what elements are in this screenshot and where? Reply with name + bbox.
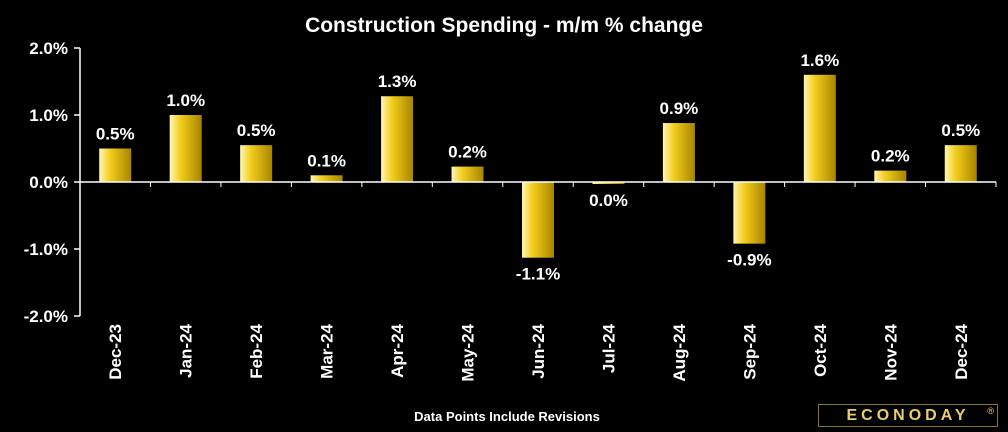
y-tick-label: -1.0% <box>24 240 68 259</box>
bar-may-24 <box>451 166 484 182</box>
data-labels: 0.5% 1.0% 0.5% 0.1% 1.3% 0.2% -1.1% 0.0% 0.9% -0.… <box>96 51 980 284</box>
y-tick-label: 2.0% <box>29 39 68 58</box>
bar-dec-24 <box>944 145 977 182</box>
bar-sep-24 <box>733 182 766 244</box>
x-tick-label: Apr-24 <box>388 323 407 377</box>
x-tick-label: Feb-24 <box>247 323 266 378</box>
data-label: 0.0% <box>589 191 628 210</box>
data-label: 0.5% <box>96 125 135 144</box>
data-label: 0.1% <box>307 151 346 170</box>
logo-text: ECONODAY <box>846 407 970 424</box>
x-tick-label: Jun-24 <box>529 323 548 378</box>
data-label: -1.1% <box>516 265 560 284</box>
x-tick-label: Aug-24 <box>670 323 689 381</box>
x-tick-label: Jan-24 <box>177 323 196 377</box>
data-label: 1.0% <box>166 91 205 110</box>
data-label: 1.3% <box>378 72 417 91</box>
data-label: 0.2% <box>871 147 910 166</box>
x-tick-label: Mar-24 <box>318 323 337 378</box>
chart-footnote: Data Points Include Revisions <box>414 409 600 424</box>
x-tick-label: Dec-23 <box>106 324 125 380</box>
bar-oct-24 <box>803 74 836 182</box>
data-label: -0.9% <box>727 251 771 270</box>
data-label: 0.5% <box>941 121 980 140</box>
x-tick-label: Jul-24 <box>599 323 618 373</box>
y-tick-label: 0.0% <box>29 173 68 192</box>
x-tick-label: Nov-24 <box>881 323 900 380</box>
data-label: 0.5% <box>237 121 276 140</box>
x-tick-label: Dec-24 <box>952 323 971 379</box>
bar-mar-24 <box>310 175 343 182</box>
y-tick-label: 1.0% <box>29 106 68 125</box>
data-label: 0.2% <box>448 143 487 162</box>
x-tick-label: May-24 <box>459 323 478 381</box>
bar-jul-24 <box>592 182 625 185</box>
econoday-logo: ECONODAY ® <box>818 404 998 427</box>
bar-jan-24 <box>169 115 202 182</box>
bars <box>99 74 977 258</box>
bar-aug-24 <box>662 123 695 182</box>
chart-title: Construction Spending - m/m % change <box>305 14 703 37</box>
data-label: 0.9% <box>660 99 699 118</box>
bar-jun-24 <box>522 182 554 258</box>
x-tick-label: Oct-24 <box>811 323 830 376</box>
y-axis: 2.0% 1.0% 0.0% -1.0% -2.0% <box>24 39 80 326</box>
bar-nov-24 <box>874 170 907 182</box>
x-axis-labels: Dec-23 Jan-24 Feb-24 Mar-24 Apr-24 May-24 Jun-… <box>106 182 997 382</box>
data-label: 1.6% <box>800 51 839 70</box>
x-tick-label: Sep-24 <box>740 323 759 379</box>
y-tick-label: -2.0% <box>24 307 68 326</box>
bar-apr-24 <box>381 96 414 182</box>
bar-dec-23 <box>99 148 132 182</box>
registered-mark: ® <box>987 406 994 416</box>
bar-feb-24 <box>240 145 273 182</box>
